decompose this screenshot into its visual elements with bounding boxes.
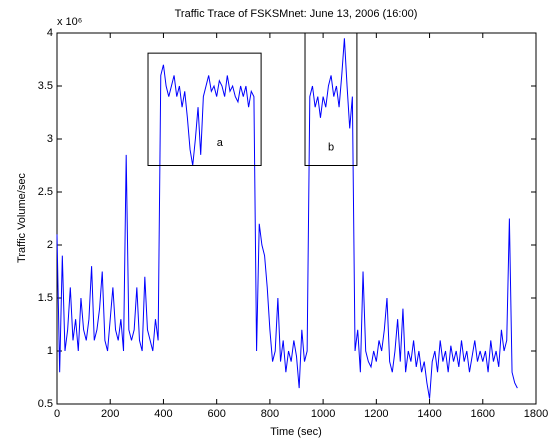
y-tick-label: 0.5: [38, 398, 53, 410]
annotation-label: b: [328, 141, 334, 153]
y-tick-label: 3.5: [38, 80, 53, 92]
x-tick-label: 1600: [471, 408, 495, 420]
plot-frame: [56, 32, 537, 405]
y-tick-label: 1.5: [38, 292, 53, 304]
x-axis-label: Time (sec): [270, 426, 322, 438]
x-tick-label: 1400: [417, 408, 441, 420]
annotation-box: [147, 52, 262, 166]
y-tick-label: 1: [47, 345, 53, 357]
x-tick-label: 1800: [524, 408, 548, 420]
y-axis-label: Traffic Volume/sec: [16, 173, 28, 263]
y-tick-label: 2.5: [38, 186, 53, 198]
x-tick-label: 200: [101, 408, 119, 420]
annotation-label: a: [217, 137, 224, 149]
x-tick-label: 1000: [311, 408, 335, 420]
y-exponent-label: x 10⁶: [57, 16, 82, 28]
y-tick-label: 3: [47, 133, 53, 145]
x-tick-label: 400: [154, 408, 172, 420]
x-tick-label: 1200: [364, 408, 388, 420]
x-tick-label: 0: [54, 408, 60, 420]
chart-title: Traffic Trace of FSKSMnet: June 13, 2006…: [175, 8, 418, 20]
x-tick-label: 800: [261, 408, 279, 420]
x-tick-label: 600: [207, 408, 225, 420]
annotation-box: [304, 32, 358, 166]
y-tick-label: 2: [47, 239, 53, 251]
y-tick-label: 4: [47, 27, 53, 39]
data-line: [56, 38, 518, 399]
